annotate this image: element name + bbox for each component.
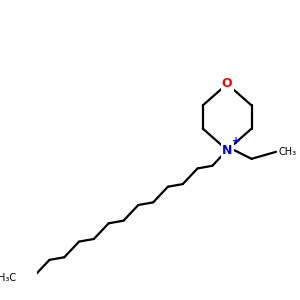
Text: CH₃: CH₃ (279, 147, 297, 157)
Text: O: O (222, 77, 232, 90)
Text: H₃C: H₃C (0, 273, 16, 283)
Text: N: N (222, 144, 232, 157)
Text: +: + (232, 136, 240, 146)
